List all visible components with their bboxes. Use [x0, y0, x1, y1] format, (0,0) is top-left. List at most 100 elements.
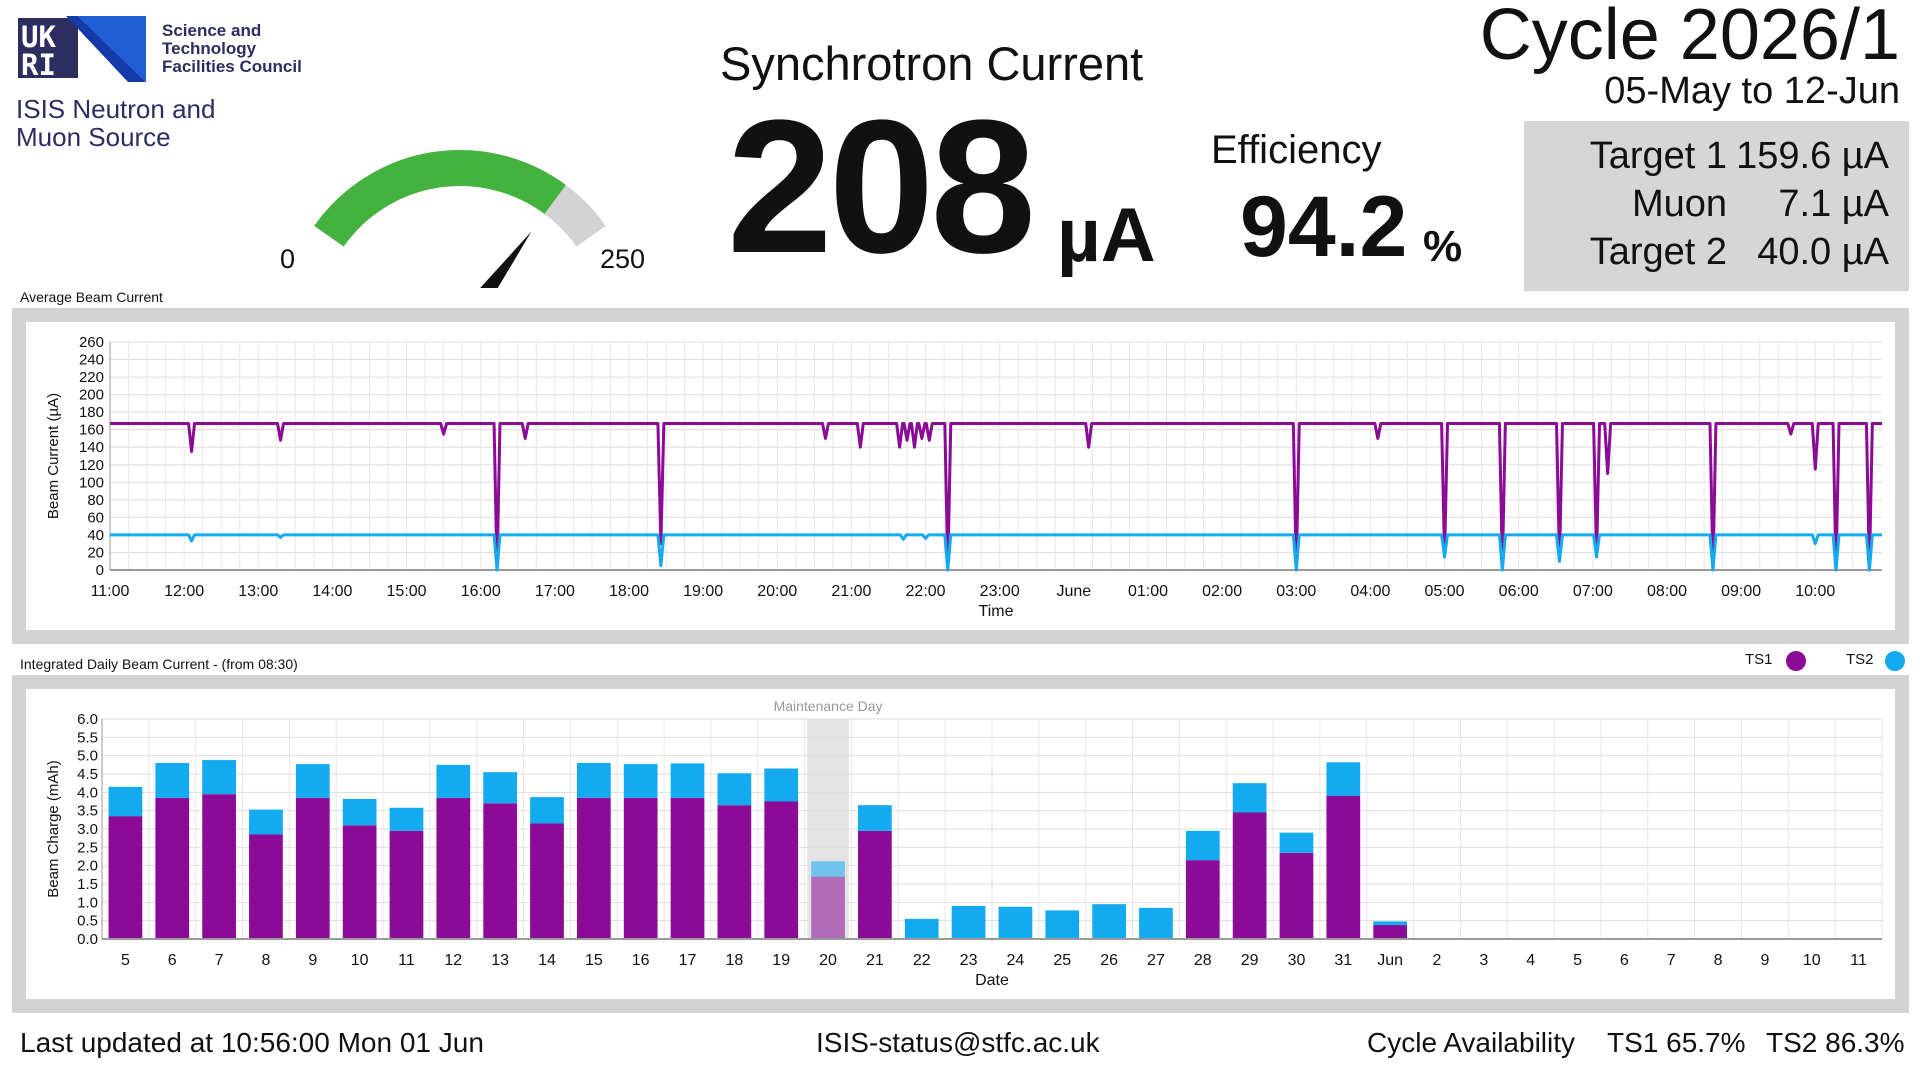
bar-ts1 — [623, 797, 658, 939]
ts2-availability: TS2 86.3% — [1766, 1027, 1905, 1058]
line-chart-frame: 0 20 40 60 80 100 120 140 160 180 200 220 240 260 11:0… — [12, 308, 1909, 644]
x-tick-label: 06:00 — [1499, 583, 1539, 600]
x-tick-label: 26 — [1100, 952, 1118, 969]
bar-chart: 0.00.5 1.01.52.0 2.53.03.5 4.04.55.0 5.56.0 M… — [45, 698, 1883, 989]
x-tick-label: 20 — [819, 952, 837, 969]
x-tick-label: 10 — [1803, 952, 1821, 969]
target-name: Target 1 — [1589, 135, 1727, 177]
x-tick-label: 11 — [398, 952, 415, 969]
bar-ts2 — [576, 763, 611, 798]
y-tick-label: 5.0 — [77, 748, 98, 765]
y-tick-label: 1.0 — [77, 894, 98, 911]
bar-ts2 — [1232, 783, 1267, 813]
x-tick-label: 16:00 — [461, 583, 501, 600]
x-tick-label: 6 — [168, 952, 177, 969]
x-tick-label: 9 — [308, 952, 317, 969]
y-tick-label: 4.0 — [77, 784, 98, 801]
gauge-needle — [450, 231, 532, 336]
y-tick-label: 180 — [79, 404, 104, 421]
x-tick-label: 29 — [1241, 952, 1259, 969]
line-chart-panel: 0 20 40 60 80 100 120 140 160 180 200 220 240 260 11:0… — [26, 322, 1895, 630]
gauge-min-label: 0 — [280, 244, 295, 274]
efficiency-label: Efficiency — [1211, 128, 1382, 172]
x-tick-label: 9 — [1760, 952, 1769, 969]
bar-ts1 — [670, 797, 705, 939]
bar-ts2 — [1326, 762, 1361, 796]
last-updated: Last updated at 10:56:00 Mon 01 Jun — [20, 1027, 484, 1058]
bar-ts2 — [530, 797, 564, 824]
x-tick-label: 18:00 — [609, 583, 649, 600]
bar-ts2 — [1185, 830, 1220, 861]
maintenance-label: Maintenance Day — [774, 698, 883, 714]
y-tick-label: 0.5 — [77, 913, 98, 930]
bar-ts2 — [858, 805, 892, 831]
x-axis-title: Time — [979, 603, 1014, 620]
x-tick-label: 21 — [866, 952, 884, 969]
target-row: Muon 7.1 µA — [1524, 183, 1909, 231]
x-tick-label: 11 — [1850, 952, 1867, 969]
bar-ts1 — [1185, 860, 1220, 939]
bar-ts1 — [811, 876, 845, 939]
bar-ts2 — [623, 764, 658, 798]
y-tick-label: 20 — [87, 544, 104, 561]
bar-ts1 — [764, 801, 799, 939]
bar-ts2 — [342, 798, 377, 826]
bar-ts2 — [389, 807, 424, 831]
bar-ts1 — [155, 797, 190, 939]
current-unit: µA — [1057, 193, 1156, 278]
target-value: 40.0 µA — [1757, 231, 1889, 273]
x-tick-label: 13:00 — [238, 583, 278, 600]
legend-ts1-label: TS1 — [1745, 651, 1773, 668]
bar-ts2 — [1092, 904, 1126, 939]
ukri-letters-top: UK — [21, 20, 56, 54]
x-tick-label: June — [1056, 583, 1091, 600]
bar-ts1 — [202, 794, 236, 939]
x-tick-label: 8 — [1714, 952, 1723, 969]
x-tick-label: 30 — [1288, 952, 1306, 969]
target-name: Muon — [1631, 183, 1727, 225]
bar-ts1 — [858, 830, 892, 939]
x-tick-label: 07:00 — [1573, 583, 1613, 600]
bar-ts1 — [108, 816, 143, 939]
target-currents-panel: Target 1 159.6 µA Muon 7.1 µA Target 2 4… — [1524, 121, 1909, 291]
x-tick-label: 25 — [1053, 952, 1071, 969]
x-tick-label: 14:00 — [312, 583, 352, 600]
y-tick-label: 260 — [79, 334, 104, 351]
cycle-dates: 05-May to 12-Jun — [1604, 70, 1900, 112]
org-line-2: Technology — [162, 39, 257, 58]
gauge-fill — [314, 150, 566, 247]
x-tick-label: 27 — [1147, 952, 1165, 969]
org-line-3: Facilities Council — [162, 57, 302, 76]
y-axis-title: Beam Charge (mAh) — [45, 760, 62, 898]
x-tick-label: 7 — [215, 952, 224, 969]
bar-ts2 — [904, 918, 939, 939]
x-tick-label: 14 — [538, 952, 556, 969]
x-tick-label: 22 — [913, 952, 931, 969]
contact-email[interactable]: ISIS-status@stfc.ac.uk — [816, 1027, 1100, 1058]
current-value: 208 — [727, 81, 1036, 293]
x-tick-label: 5 — [121, 952, 130, 969]
x-tick-label: 17 — [679, 952, 697, 969]
x-tick-label: 05:00 — [1425, 583, 1465, 600]
ts1-availability: TS1 65.7% — [1607, 1027, 1746, 1058]
x-tick-label: 10 — [351, 952, 369, 969]
bar-ts1 — [342, 825, 377, 939]
efficiency-value: 94.2 — [1240, 179, 1408, 275]
ukri-letters-bottom: RI — [21, 48, 56, 82]
bar-ts2 — [670, 763, 705, 798]
target-name: Target 2 — [1589, 231, 1727, 273]
bar-ts1 — [530, 823, 564, 939]
target-row: Target 1 159.6 µA — [1524, 135, 1909, 183]
target-value: 7.1 µA — [1778, 183, 1889, 225]
bar-ts2 — [764, 768, 799, 802]
bar-ts2 — [436, 764, 471, 798]
x-tick-label: 22:00 — [906, 583, 946, 600]
y-tick-label: 0 — [96, 562, 104, 579]
x-tick-label: 08:00 — [1647, 583, 1687, 600]
y-tick-label: 100 — [79, 474, 104, 491]
y-tick-label: 220 — [79, 369, 104, 386]
x-tick-label: 17:00 — [535, 583, 575, 600]
y-tick-label: 2.0 — [77, 858, 98, 875]
x-tick-label: 7 — [1667, 952, 1676, 969]
x-tick-label: 19:00 — [683, 583, 723, 600]
